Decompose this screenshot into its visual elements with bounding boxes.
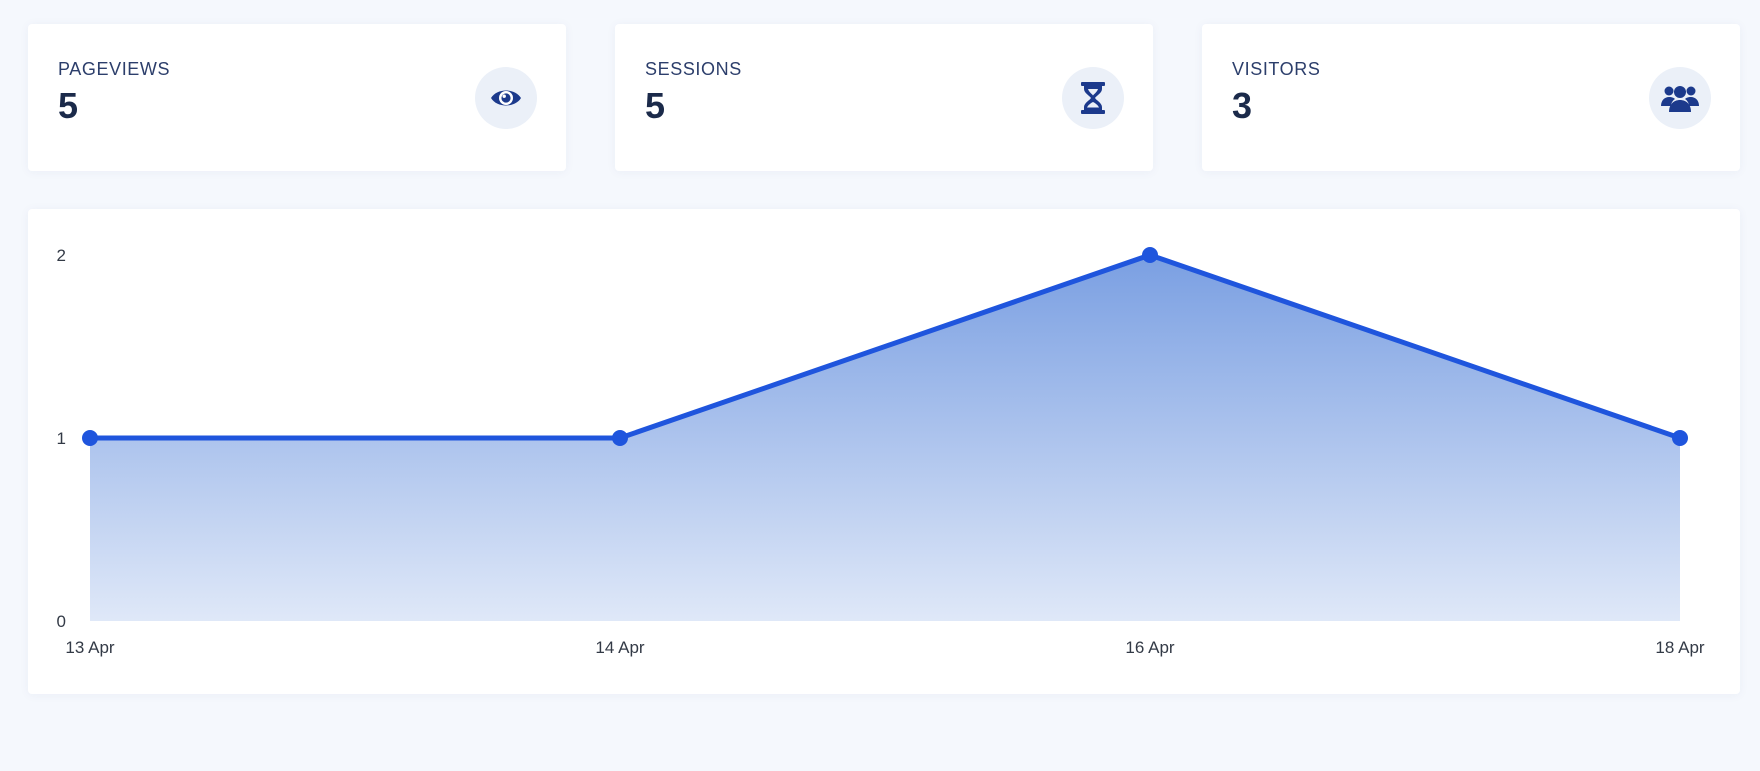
y-tick-label: 2 bbox=[57, 246, 66, 265]
pageviews-chart-card: 0 1 2 13 Apr 14 Apr 16 Apr 18 Apr bbox=[28, 209, 1740, 694]
stat-card-pageviews: PAGEVIEWS 5 bbox=[28, 24, 566, 171]
stat-label: PAGEVIEWS bbox=[58, 59, 171, 79]
y-tick-label: 0 bbox=[57, 612, 66, 631]
data-point[interactable] bbox=[612, 430, 628, 446]
stat-label: VISITORS bbox=[1232, 59, 1321, 79]
data-point[interactable] bbox=[82, 430, 98, 446]
area-chart: 0 1 2 13 Apr 14 Apr 16 Apr 18 Apr bbox=[57, 246, 1705, 657]
stat-label: SESSIONS bbox=[645, 59, 742, 79]
eye-icon bbox=[475, 67, 537, 129]
stat-card-sessions: SESSIONS 5 bbox=[615, 24, 1153, 171]
y-tick-label: 1 bbox=[57, 429, 66, 448]
hourglass-icon bbox=[1062, 67, 1124, 129]
users-icon bbox=[1649, 67, 1711, 129]
series-area bbox=[90, 255, 1680, 621]
stat-value: 5 bbox=[645, 85, 666, 126]
x-tick-label: 16 Apr bbox=[1125, 638, 1174, 657]
data-point[interactable] bbox=[1142, 247, 1158, 263]
stat-value: 3 bbox=[1232, 85, 1253, 126]
x-tick-label: 13 Apr bbox=[65, 638, 114, 657]
x-tick-label: 14 Apr bbox=[595, 638, 644, 657]
series-line bbox=[90, 252, 1681, 441]
x-tick-label: 18 Apr bbox=[1655, 638, 1704, 657]
data-point[interactable] bbox=[1672, 430, 1688, 446]
stat-value: 5 bbox=[58, 85, 79, 126]
stat-card-visitors: VISITORS 3 bbox=[1202, 24, 1740, 171]
